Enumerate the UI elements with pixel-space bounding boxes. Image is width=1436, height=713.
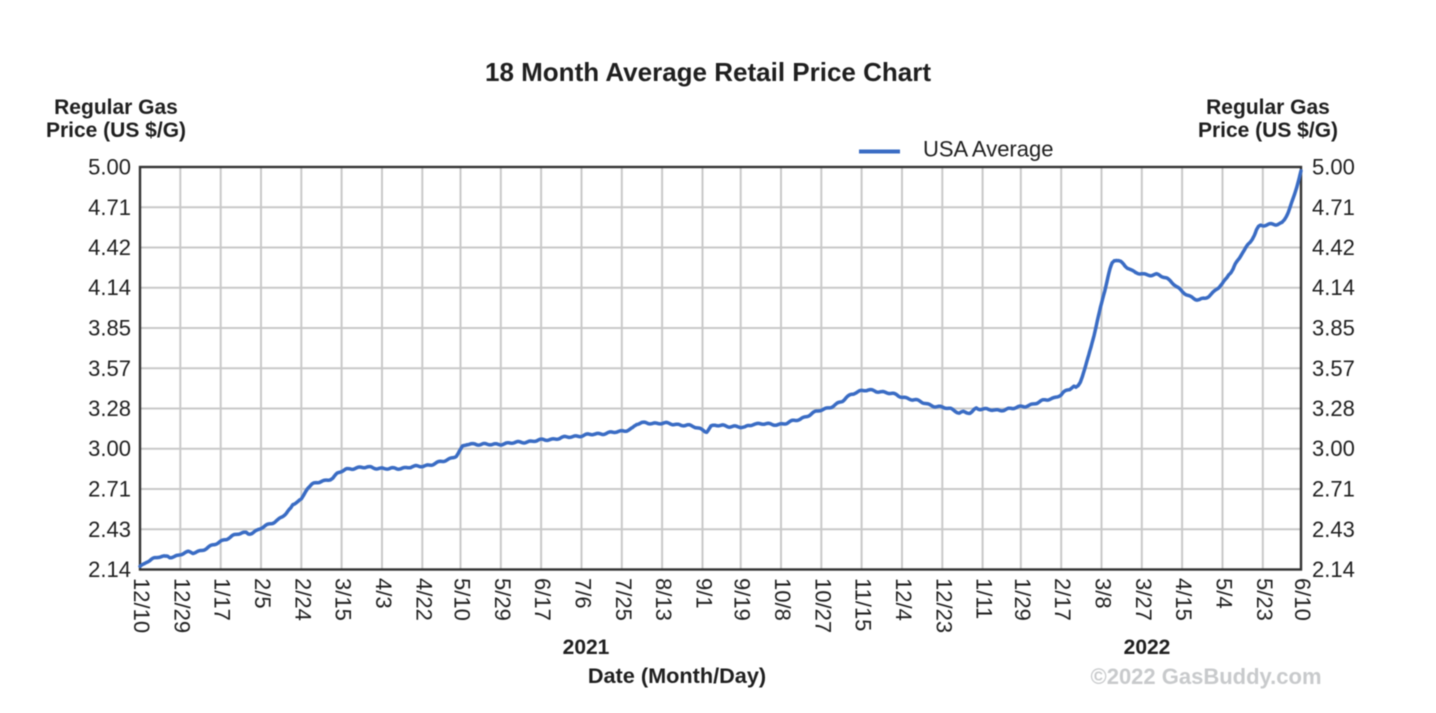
- svg-text:2.43: 2.43: [1312, 517, 1355, 542]
- svg-text:12/10: 12/10: [129, 578, 154, 633]
- svg-text:3.57: 3.57: [1312, 356, 1355, 381]
- svg-text:Regular Gas: Regular Gas: [1206, 96, 1330, 119]
- svg-text:11/15: 11/15: [851, 578, 876, 631]
- svg-text:4/3: 4/3: [371, 578, 396, 609]
- svg-text:4.71: 4.71: [88, 195, 131, 220]
- svg-text:6/10: 6/10: [1290, 578, 1315, 621]
- svg-text:12/23: 12/23: [931, 578, 956, 633]
- svg-text:4.42: 4.42: [1312, 235, 1355, 260]
- svg-text:3.57: 3.57: [88, 356, 131, 381]
- svg-text:3.00: 3.00: [88, 436, 131, 461]
- svg-text:2.71: 2.71: [88, 477, 131, 502]
- svg-text:2022: 2022: [1124, 636, 1171, 659]
- svg-text:2.14: 2.14: [88, 557, 131, 582]
- svg-text:Price (US $/G): Price (US $/G): [1198, 119, 1338, 142]
- svg-text:3/15: 3/15: [331, 578, 356, 621]
- svg-text:12/4: 12/4: [891, 578, 916, 621]
- svg-text:Price (US $/G): Price (US $/G): [46, 119, 186, 142]
- svg-text:1/29: 1/29: [1010, 578, 1035, 621]
- svg-text:18 Month Average Retail Price: 18 Month Average Retail Price Chart: [485, 57, 931, 87]
- svg-text:8/13: 8/13: [651, 578, 676, 621]
- svg-text:10/8: 10/8: [770, 578, 795, 621]
- svg-text:4/22: 4/22: [411, 578, 436, 621]
- svg-text:2.43: 2.43: [88, 517, 131, 542]
- svg-text:7/6: 7/6: [571, 578, 596, 609]
- svg-text:12/29: 12/29: [169, 578, 194, 633]
- svg-text:Regular Gas: Regular Gas: [54, 96, 178, 119]
- svg-text:3.85: 3.85: [1312, 316, 1355, 341]
- svg-text:5.00: 5.00: [1312, 155, 1355, 180]
- svg-text:5/29: 5/29: [490, 578, 515, 621]
- svg-text:4.14: 4.14: [88, 275, 131, 300]
- svg-text:4.14: 4.14: [1312, 275, 1355, 300]
- svg-text:5.00: 5.00: [88, 155, 131, 180]
- svg-text:10/27: 10/27: [810, 578, 835, 633]
- svg-text:3.28: 3.28: [1312, 396, 1355, 421]
- svg-text:2021: 2021: [563, 636, 610, 659]
- svg-text:5/4: 5/4: [1212, 578, 1237, 609]
- svg-text:4.42: 4.42: [88, 235, 131, 260]
- svg-text:6/17: 6/17: [530, 578, 555, 621]
- svg-text:2.71: 2.71: [1312, 477, 1355, 502]
- svg-text:4/15: 4/15: [1171, 578, 1196, 621]
- svg-text:3/27: 3/27: [1131, 578, 1156, 621]
- svg-text:Date (Month/Day): Date (Month/Day): [588, 663, 766, 688]
- svg-text:2.14: 2.14: [1312, 557, 1355, 582]
- svg-text:9/1: 9/1: [692, 578, 717, 609]
- svg-text:2/24: 2/24: [290, 578, 315, 621]
- svg-text:2/17: 2/17: [1050, 578, 1075, 621]
- svg-text:©2022 GasBuddy.com: ©2022 GasBuddy.com: [1091, 664, 1322, 689]
- svg-text:5/10: 5/10: [450, 578, 475, 621]
- svg-text:1/17: 1/17: [210, 578, 235, 621]
- svg-text:7/25: 7/25: [611, 578, 636, 621]
- svg-text:USA Average: USA Average: [923, 137, 1053, 162]
- svg-text:3.28: 3.28: [88, 396, 131, 421]
- svg-text:4.71: 4.71: [1312, 195, 1355, 220]
- svg-text:2/5: 2/5: [250, 578, 275, 609]
- svg-text:5/23: 5/23: [1252, 578, 1277, 621]
- svg-text:3.00: 3.00: [1312, 436, 1355, 461]
- svg-text:3.85: 3.85: [88, 316, 131, 341]
- svg-text:3/8: 3/8: [1091, 578, 1116, 609]
- svg-text:9/19: 9/19: [730, 578, 755, 621]
- svg-text:1/11: 1/11: [972, 578, 997, 619]
